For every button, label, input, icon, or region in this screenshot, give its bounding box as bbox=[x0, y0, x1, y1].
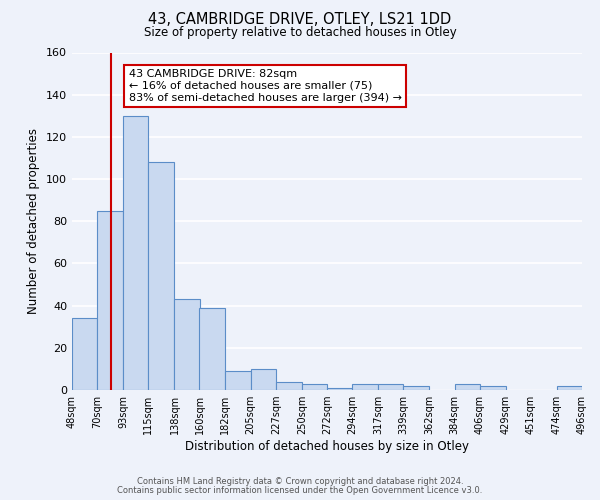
Bar bbox=[479, 386, 506, 390]
Bar bbox=[123, 116, 148, 390]
Bar bbox=[276, 382, 302, 390]
Text: 43, CAMBRIDGE DRIVE, OTLEY, LS21 1DD: 43, CAMBRIDGE DRIVE, OTLEY, LS21 1DD bbox=[148, 12, 452, 28]
Bar bbox=[148, 162, 175, 390]
Bar bbox=[352, 384, 378, 390]
Text: 43 CAMBRIDGE DRIVE: 82sqm
← 16% of detached houses are smaller (75)
83% of semi-: 43 CAMBRIDGE DRIVE: 82sqm ← 16% of detac… bbox=[129, 70, 402, 102]
Bar bbox=[224, 371, 251, 390]
Bar bbox=[175, 300, 199, 390]
Bar bbox=[199, 308, 224, 390]
Text: Contains HM Land Registry data © Crown copyright and database right 2024.: Contains HM Land Registry data © Crown c… bbox=[137, 477, 463, 486]
Bar bbox=[97, 210, 123, 390]
Bar bbox=[72, 318, 97, 390]
Text: Contains public sector information licensed under the Open Government Licence v3: Contains public sector information licen… bbox=[118, 486, 482, 495]
Bar bbox=[403, 386, 430, 390]
Bar bbox=[327, 388, 352, 390]
Bar bbox=[378, 384, 403, 390]
X-axis label: Distribution of detached houses by size in Otley: Distribution of detached houses by size … bbox=[185, 440, 469, 453]
Text: Size of property relative to detached houses in Otley: Size of property relative to detached ho… bbox=[143, 26, 457, 39]
Bar bbox=[455, 384, 479, 390]
Bar bbox=[302, 384, 327, 390]
Bar bbox=[251, 369, 276, 390]
Y-axis label: Number of detached properties: Number of detached properties bbox=[28, 128, 40, 314]
Bar bbox=[557, 386, 582, 390]
